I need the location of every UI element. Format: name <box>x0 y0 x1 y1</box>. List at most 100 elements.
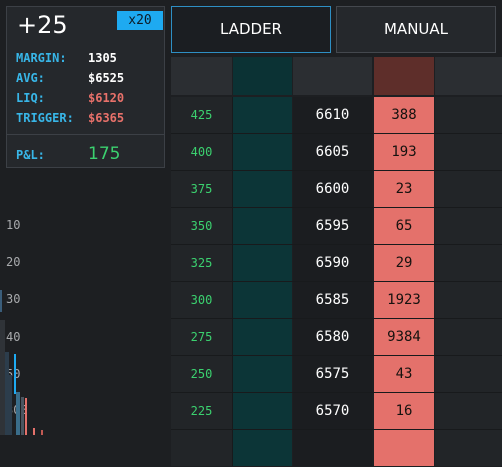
volume-bar <box>33 428 35 435</box>
row-divider <box>171 355 502 356</box>
ladder-row: 350 6595 65 <box>171 208 502 245</box>
ladder-row: 250 6575 43 <box>171 356 502 393</box>
depth-cell[interactable] <box>233 319 292 355</box>
order-cell[interactable] <box>435 134 502 170</box>
order-cell[interactable] <box>435 393 502 429</box>
volume-bar <box>16 392 20 435</box>
ladder-row: 400 6605 193 <box>171 134 502 171</box>
order-cell[interactable] <box>435 282 502 318</box>
liq-row: LIQ: $6120 <box>16 91 124 105</box>
depth-cell[interactable] <box>233 356 292 392</box>
tab-ladder[interactable]: LADDER <box>171 6 331 53</box>
ladder-row <box>171 430 502 467</box>
ladder-row: 225 6570 16 <box>171 393 502 430</box>
ask-cell[interactable]: 23 <box>374 171 434 207</box>
ladder-header-depth <box>233 57 292 95</box>
position-size: +25 <box>17 11 68 39</box>
ladder-header-ask <box>374 57 434 95</box>
order-cell[interactable] <box>435 208 502 244</box>
bid-cell[interactable] <box>171 430 233 466</box>
depth-cell[interactable] <box>233 245 292 281</box>
price-cell[interactable]: 6570 <box>293 393 372 429</box>
ask-cell[interactable]: 9384 <box>374 319 434 355</box>
ladder-header-bid <box>171 57 232 95</box>
volume-bar <box>21 397 24 435</box>
price-cell[interactable]: 6585 <box>293 282 372 318</box>
ask-cell[interactable]: 193 <box>374 134 434 170</box>
order-cell[interactable] <box>435 430 502 466</box>
volume-scale-label: 40 <box>6 330 21 344</box>
order-cell[interactable] <box>435 245 502 281</box>
ask-cell[interactable] <box>374 430 434 466</box>
volume-bar <box>9 375 12 435</box>
ask-cell[interactable]: 16 <box>374 393 434 429</box>
ladder-row: 375 6600 23 <box>171 171 502 208</box>
price-cell[interactable]: 6610 <box>293 97 372 133</box>
price-cell[interactable]: 6595 <box>293 208 372 244</box>
ask-cell[interactable]: 29 <box>374 245 434 281</box>
row-divider <box>171 281 502 282</box>
volume-bar <box>5 352 9 435</box>
row-divider <box>171 170 502 171</box>
pnl-label: P&L: <box>16 148 45 162</box>
order-cell[interactable] <box>435 97 502 133</box>
price-cell[interactable]: 6600 <box>293 171 372 207</box>
card-divider <box>7 134 164 135</box>
margin-label: MARGIN: <box>16 51 67 65</box>
order-cell[interactable] <box>435 356 502 392</box>
depth-cell[interactable] <box>233 171 292 207</box>
ladder-header-price <box>293 57 372 95</box>
avg-value: $6525 <box>88 71 125 85</box>
ask-cell[interactable]: 1923 <box>374 282 434 318</box>
depth-cell[interactable] <box>233 282 292 318</box>
price-cell[interactable]: 6580 <box>293 319 372 355</box>
ladder-row: 300 6585 1923 <box>171 282 502 319</box>
tab-manual[interactable]: MANUAL <box>336 6 496 53</box>
depth-cell[interactable] <box>233 393 292 429</box>
volume-bar <box>41 430 43 435</box>
row-divider <box>171 318 502 319</box>
ladder-header-extra <box>435 57 502 95</box>
depth-cell[interactable] <box>233 208 292 244</box>
row-divider <box>171 133 502 134</box>
bid-cell[interactable]: 375 <box>171 171 233 207</box>
row-divider <box>171 244 502 245</box>
liq-label: LIQ: <box>16 91 45 105</box>
depth-cell[interactable] <box>233 134 292 170</box>
trigger-label: TRIGGER: <box>16 111 74 125</box>
volume-bar <box>0 320 5 435</box>
margin-value: 1305 <box>88 51 117 65</box>
price-cell[interactable]: 6575 <box>293 356 372 392</box>
avg-row: AVG: $6525 <box>16 71 124 85</box>
order-cell[interactable] <box>435 319 502 355</box>
depth-cell[interactable] <box>233 430 292 466</box>
price-cell[interactable]: 6590 <box>293 245 372 281</box>
liq-value: $6120 <box>88 91 125 105</box>
bid-cell[interactable]: 225 <box>171 393 233 429</box>
ladder-row: 425 6610 388 <box>171 97 502 134</box>
bid-cell[interactable]: 350 <box>171 208 233 244</box>
depth-cell[interactable] <box>233 97 292 133</box>
price-cell[interactable] <box>293 430 372 466</box>
volume-bar <box>0 290 2 312</box>
bid-cell[interactable]: 300 <box>171 282 233 318</box>
order-cell[interactable] <box>435 171 502 207</box>
volume-scale-label: 20 <box>6 255 21 269</box>
row-divider <box>171 429 502 430</box>
ask-cell[interactable]: 65 <box>374 208 434 244</box>
row-divider <box>171 207 502 208</box>
volume-bar <box>25 398 27 435</box>
ask-cell[interactable]: 43 <box>374 356 434 392</box>
bid-cell[interactable]: 325 <box>171 245 233 281</box>
bid-cell[interactable]: 250 <box>171 356 233 392</box>
price-cell[interactable]: 6605 <box>293 134 372 170</box>
ladder-row: 275 6580 9384 <box>171 319 502 356</box>
bid-cell[interactable]: 275 <box>171 319 233 355</box>
leverage-badge[interactable]: x20 <box>117 11 163 30</box>
ask-cell[interactable]: 388 <box>374 97 434 133</box>
trigger-row: TRIGGER: $6365 <box>16 111 124 125</box>
volume-scale-label: 10 <box>6 218 21 232</box>
bid-cell[interactable]: 400 <box>171 134 233 170</box>
bid-cell[interactable]: 425 <box>171 97 233 133</box>
row-divider <box>171 392 502 393</box>
